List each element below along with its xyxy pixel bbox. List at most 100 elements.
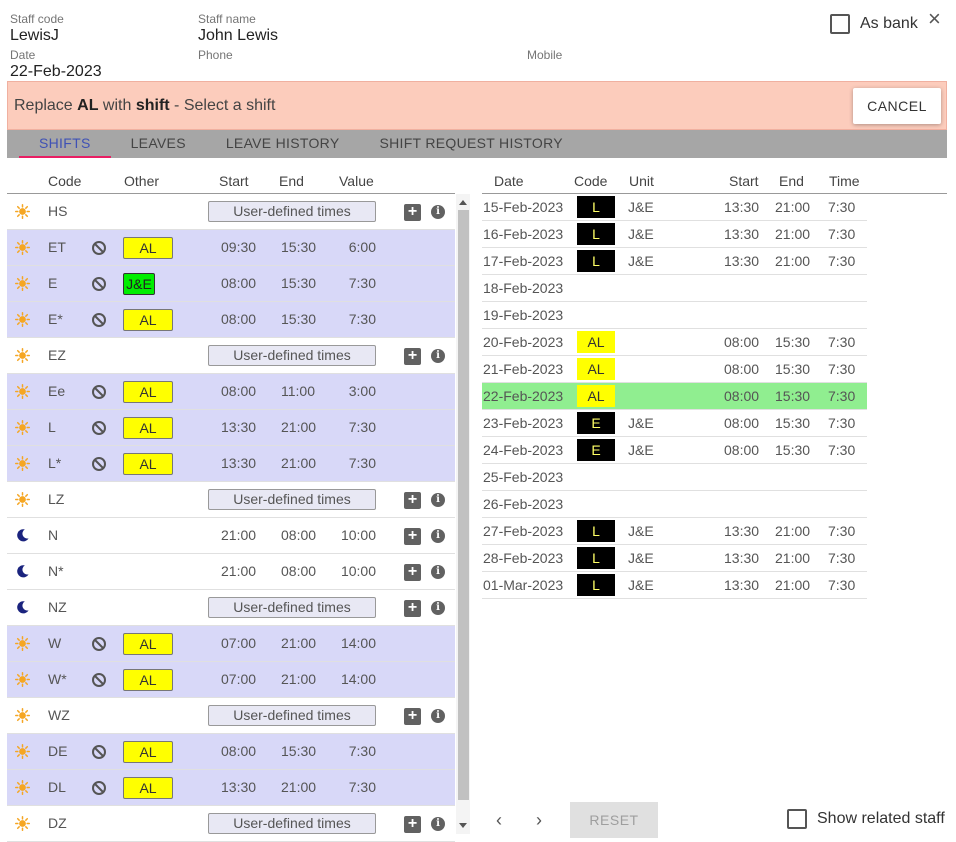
- info-icon[interactable]: i: [431, 709, 445, 723]
- shift-row[interactable]: E J&E 08:00 15:30 7:30: [7, 266, 455, 302]
- user-defined-times-button[interactable]: User-defined times: [208, 201, 376, 222]
- shift-row[interactable]: W* AL 07:00 21:00 14:00: [7, 662, 455, 698]
- shift-value: 7:30: [348, 455, 376, 471]
- scroll-down-icon[interactable]: [459, 823, 467, 828]
- add-icon[interactable]: +: [404, 492, 421, 509]
- scroll-thumb[interactable]: [458, 210, 469, 800]
- schedule-code-badge: E: [577, 412, 615, 434]
- add-icon[interactable]: +: [404, 204, 421, 221]
- other-badge: AL: [123, 309, 173, 331]
- schedule-row[interactable]: 20-Feb-2023 AL 08:00 15:30 7:30: [482, 329, 867, 356]
- shift-row[interactable]: N 21:00 08:00 10:00 + i: [7, 518, 455, 554]
- shift-row[interactable]: LZ User-defined times + i: [7, 482, 455, 518]
- schedule-end: 15:30: [775, 388, 811, 404]
- schedule-row[interactable]: 26-Feb-2023: [482, 491, 867, 518]
- schedule-end: 21:00: [775, 199, 811, 215]
- schedule-code-badge: L: [577, 250, 615, 272]
- schedule-start: 13:30: [724, 226, 760, 242]
- as-bank-checkbox[interactable]: As bank: [830, 14, 918, 34]
- shift-row[interactable]: DZ User-defined times + i: [7, 806, 455, 842]
- shift-row[interactable]: DL AL 13:30 21:00 7:30: [7, 770, 455, 806]
- info-icon[interactable]: i: [431, 205, 445, 219]
- shift-row[interactable]: ET AL 09:30 15:30 6:00: [7, 230, 455, 266]
- schedule-row[interactable]: 27-Feb-2023 L J&E 13:30 21:00 7:30: [482, 518, 867, 545]
- info-icon[interactable]: i: [431, 493, 445, 507]
- add-icon[interactable]: +: [404, 708, 421, 725]
- shift-row[interactable]: W AL 07:00 21:00 14:00: [7, 626, 455, 662]
- shift-row[interactable]: DE AL 08:00 15:30 7:30: [7, 734, 455, 770]
- shift-code: L: [48, 419, 56, 435]
- shift-end: 08:00: [281, 527, 317, 543]
- schedule-time: 7:30: [828, 442, 856, 458]
- reset-button[interactable]: RESET: [570, 802, 658, 838]
- add-icon[interactable]: +: [404, 816, 421, 833]
- add-icon[interactable]: +: [404, 564, 421, 581]
- info-icon[interactable]: i: [431, 817, 445, 831]
- tab-shifts[interactable]: SHIFTS: [19, 130, 111, 158]
- schedule-row[interactable]: 21-Feb-2023 AL 08:00 15:30 7:30: [482, 356, 867, 383]
- shift-row[interactable]: WZ User-defined times + i: [7, 698, 455, 734]
- schedule-row[interactable]: 18-Feb-2023: [482, 275, 867, 302]
- schedule-time: 7:30: [828, 199, 856, 215]
- tab-leave-history[interactable]: LEAVE HISTORY: [225, 135, 340, 151]
- shift-value: 7:30: [348, 743, 376, 759]
- shift-start: 08:00: [221, 275, 257, 291]
- scroll-up-icon[interactable]: [459, 200, 467, 205]
- checkbox-icon[interactable]: [830, 14, 850, 34]
- schedule-row[interactable]: 24-Feb-2023 E J&E 08:00 15:30 7:30: [482, 437, 867, 464]
- add-icon[interactable]: +: [404, 528, 421, 545]
- checkbox-icon[interactable]: [787, 809, 807, 829]
- info-icon[interactable]: i: [431, 601, 445, 615]
- show-related-staff-checkbox[interactable]: Show related staff: [787, 809, 945, 829]
- schedule-row[interactable]: 22-Feb-2023 AL 08:00 15:30 7:30: [482, 383, 867, 410]
- schedule-row[interactable]: 17-Feb-2023 L J&E 13:30 21:00 7:30: [482, 248, 867, 275]
- next-icon[interactable]: ›: [536, 810, 542, 830]
- shift-row[interactable]: EZ User-defined times + i: [7, 338, 455, 374]
- shift-end: 15:30: [281, 239, 317, 255]
- shift-row[interactable]: HS User-defined times + i: [7, 194, 455, 230]
- schedule-row[interactable]: 16-Feb-2023 L J&E 13:30 21:00 7:30: [482, 221, 867, 248]
- col-header-end: End: [779, 173, 804, 189]
- schedule-row[interactable]: 19-Feb-2023: [482, 302, 867, 329]
- close-icon[interactable]: ×: [928, 6, 941, 31]
- user-defined-times-button[interactable]: User-defined times: [208, 489, 376, 510]
- shift-row[interactable]: NZ User-defined times + i: [7, 590, 455, 626]
- tab-leaves[interactable]: LEAVES: [130, 135, 186, 151]
- sun-icon: [15, 204, 30, 219]
- add-icon[interactable]: +: [404, 600, 421, 617]
- shift-row[interactable]: Ee AL 08:00 11:00 3:00: [7, 374, 455, 410]
- col-header-date: Date: [494, 173, 524, 189]
- schedule-unit: J&E: [628, 577, 654, 593]
- cancel-button[interactable]: CANCEL: [853, 88, 941, 124]
- prev-icon[interactable]: ‹: [496, 810, 502, 830]
- schedule-end: 21:00: [775, 226, 811, 242]
- schedule-time: 7:30: [828, 550, 856, 566]
- shift-row[interactable]: E* AL 08:00 15:30 7:30: [7, 302, 455, 338]
- col-header-end: End: [279, 173, 304, 189]
- schedule-row[interactable]: 28-Feb-2023 L J&E 13:30 21:00 7:30: [482, 545, 867, 572]
- user-defined-times-button[interactable]: User-defined times: [208, 813, 376, 834]
- shift-row[interactable]: L* AL 13:30 21:00 7:30: [7, 446, 455, 482]
- shift-start: 21:00: [221, 527, 257, 543]
- shift-code: W: [48, 635, 62, 651]
- other-badge: AL: [123, 381, 173, 403]
- info-icon[interactable]: i: [431, 529, 445, 543]
- schedule-row[interactable]: 01-Mar-2023 L J&E 13:30 21:00 7:30: [482, 572, 867, 599]
- schedule-row[interactable]: 15-Feb-2023 L J&E 13:30 21:00 7:30: [482, 194, 867, 221]
- schedule-code-badge: L: [577, 223, 615, 245]
- schedule-date: 17-Feb-2023: [483, 253, 564, 269]
- shift-row[interactable]: N* 21:00 08:00 10:00 + i: [7, 554, 455, 590]
- info-icon[interactable]: i: [431, 349, 445, 363]
- scrollbar[interactable]: [456, 194, 470, 834]
- schedule-row[interactable]: 23-Feb-2023 E J&E 08:00 15:30 7:30: [482, 410, 867, 437]
- user-defined-times-button[interactable]: User-defined times: [208, 597, 376, 618]
- info-icon[interactable]: i: [431, 565, 445, 579]
- user-defined-times-button[interactable]: User-defined times: [208, 705, 376, 726]
- col-header-start: Start: [219, 173, 249, 189]
- add-icon[interactable]: +: [404, 348, 421, 365]
- shift-row[interactable]: L AL 13:30 21:00 7:30: [7, 410, 455, 446]
- schedule-row[interactable]: 25-Feb-2023: [482, 464, 867, 491]
- tab-shift-request-history[interactable]: SHIFT REQUEST HISTORY: [379, 135, 563, 151]
- schedule-start: 13:30: [724, 523, 760, 539]
- user-defined-times-button[interactable]: User-defined times: [208, 345, 376, 366]
